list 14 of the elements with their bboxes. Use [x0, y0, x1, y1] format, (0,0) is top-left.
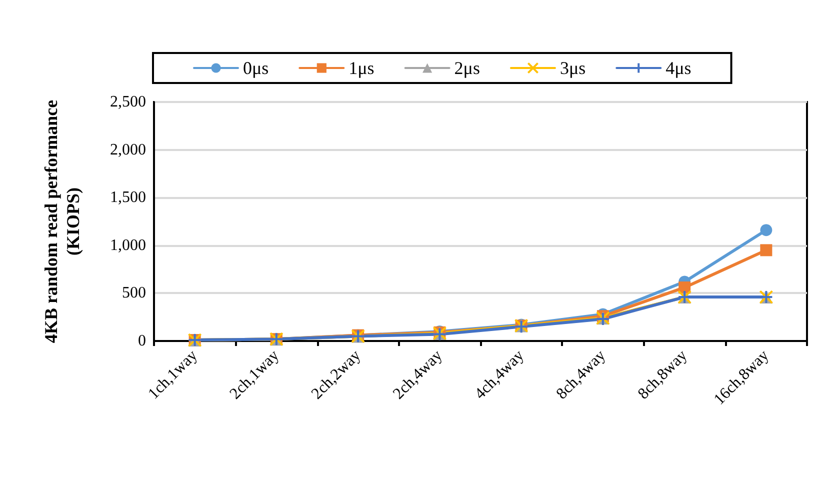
legend-label: 3μs — [560, 58, 586, 78]
y-tick-label: 1,500 — [110, 189, 146, 206]
legend-label: 4μs — [666, 58, 692, 78]
point — [760, 224, 772, 236]
y-tick-label: 2,500 — [110, 94, 146, 110]
y-tick-label: 500 — [122, 284, 146, 302]
point — [760, 244, 772, 256]
legend-label: 2μs — [454, 58, 480, 78]
y-tick-label: 2,000 — [110, 141, 146, 158]
y-tick-label: 1,000 — [110, 236, 146, 254]
y-tick-label: 0 — [138, 332, 146, 350]
y-axis-title: 4KB random read performance (KIOPS) — [41, 100, 83, 344]
legend-label: 1μs — [348, 58, 374, 78]
legend-label: 0μs — [243, 58, 269, 78]
